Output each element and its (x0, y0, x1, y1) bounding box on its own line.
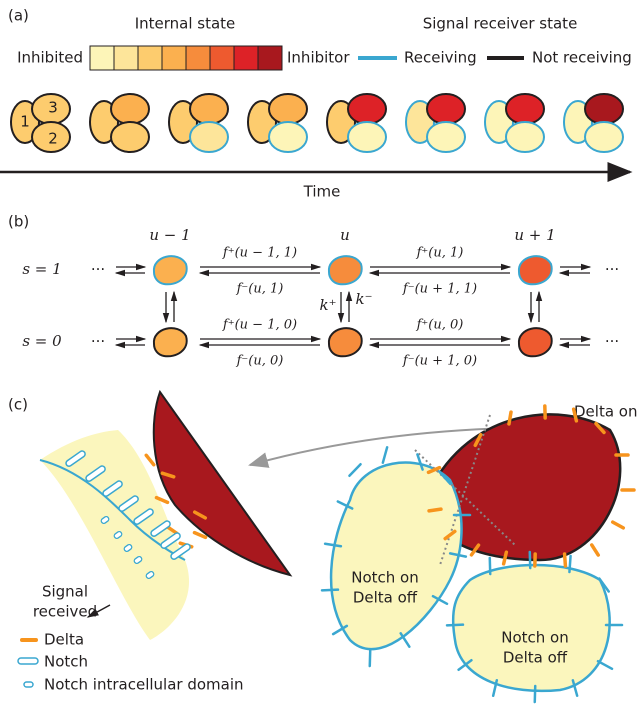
ellipsis: ··· (91, 333, 105, 351)
cell-sequence: 12 3 (11, 94, 623, 152)
rate-label: f⁻(u + 1, 1) (402, 282, 477, 297)
column-label: u − 1 (149, 226, 190, 244)
notch-mark (383, 447, 387, 462)
delta-mark (429, 509, 441, 511)
rate-label: f⁺(u, 1) (416, 246, 464, 261)
legend-mark (24, 682, 33, 687)
state-cell (329, 328, 362, 356)
cell-label: Delta off (353, 589, 418, 607)
rate-label: f⁻(u, 0) (236, 354, 284, 369)
cell-contact-diagram: Delta on Notch on Delta off Notch on Del… (18, 392, 637, 702)
notch-mark (569, 556, 570, 572)
cell-number: 2 (48, 130, 58, 148)
state-cell (154, 256, 187, 284)
cell (269, 122, 307, 152)
cell-number: 3 (48, 99, 58, 117)
colorbar (90, 46, 282, 70)
legend-label: Delta (44, 631, 84, 649)
state-graph: u − 1 u u + 1 s = 1 ··· ··· f⁺(u − 1, 1) f⁻(u, … (22, 226, 619, 369)
cell (427, 94, 465, 124)
notch-mark (598, 661, 612, 669)
cell (190, 122, 228, 152)
cell-label: Delta on (574, 403, 637, 421)
legend-label: Notch (44, 653, 88, 671)
colorbar-cell (138, 46, 162, 70)
delta-mark (613, 522, 624, 528)
delta-mark (592, 545, 598, 555)
rate-label: k⁻ (355, 290, 372, 308)
rate-label: f⁺(u − 1, 1) (222, 246, 297, 261)
ellipsis: ··· (605, 333, 619, 351)
cell (506, 94, 544, 124)
scale-label: Inhibited (17, 49, 83, 67)
rate-label: f⁺(u, 0) (416, 318, 464, 333)
cell (427, 122, 465, 152)
colorbar-cell (186, 46, 210, 70)
state-cell (519, 256, 552, 284)
column-label: u (340, 226, 350, 244)
cell (269, 94, 307, 124)
legend-label: Not receiving (532, 49, 632, 67)
delta-mark (146, 455, 153, 464)
colorbar-cell (162, 46, 186, 70)
notch-mark (322, 590, 338, 591)
rate-label: f⁻(u, 1) (236, 282, 284, 297)
cell-label: Delta off (503, 649, 568, 667)
rate-label: f⁺(u − 1, 0) (222, 318, 297, 333)
delta-mark (509, 412, 511, 424)
legend-label: Notch intracellular domain (44, 676, 244, 694)
state-cell (154, 328, 187, 356)
state-cell (519, 328, 552, 356)
colorbar-cell (258, 46, 282, 70)
cell (111, 94, 149, 124)
cell (348, 94, 386, 124)
figure: (a) Internal state Inhibited Inhibitor S… (0, 0, 641, 714)
panel-label: (b) (8, 213, 29, 231)
row-label: s = 1 (22, 260, 61, 278)
notch-cell (331, 463, 461, 650)
cell-label: Notch on (351, 569, 419, 587)
annotation: received (33, 603, 97, 621)
colorbar-cell (90, 46, 114, 70)
panel-label: (a) (8, 7, 29, 25)
column-label: u + 1 (514, 226, 555, 244)
legend-mark (18, 658, 38, 664)
cell-label: Notch on (501, 629, 569, 647)
colorbar-cell (210, 46, 234, 70)
colorbar-cell (114, 46, 138, 70)
row-label: s = 0 (22, 332, 62, 350)
cell (506, 122, 544, 152)
state-cell (329, 256, 362, 284)
scale-label: Inhibitor (287, 49, 350, 67)
cell (111, 122, 149, 152)
delta-mark (565, 554, 566, 566)
rate-label: f⁻(u + 1, 0) (402, 354, 477, 369)
cell-number: 1 (20, 113, 30, 131)
heading: Internal state (135, 15, 236, 33)
notch-mark (349, 464, 360, 475)
cell (190, 94, 228, 124)
cell (585, 94, 623, 124)
heading: Signal receiver state (423, 15, 578, 33)
panel-label: (c) (8, 396, 28, 414)
rate-label: k⁺ (319, 296, 336, 314)
legend-label: Receiving (404, 49, 477, 67)
ellipsis: ··· (605, 261, 619, 279)
colorbar-cell (234, 46, 258, 70)
annotation: Signal (42, 583, 88, 601)
cell (585, 122, 623, 152)
notch-mark (447, 625, 463, 626)
ellipsis: ··· (91, 261, 105, 279)
cell (348, 122, 386, 152)
axis-label: Time (303, 183, 341, 201)
